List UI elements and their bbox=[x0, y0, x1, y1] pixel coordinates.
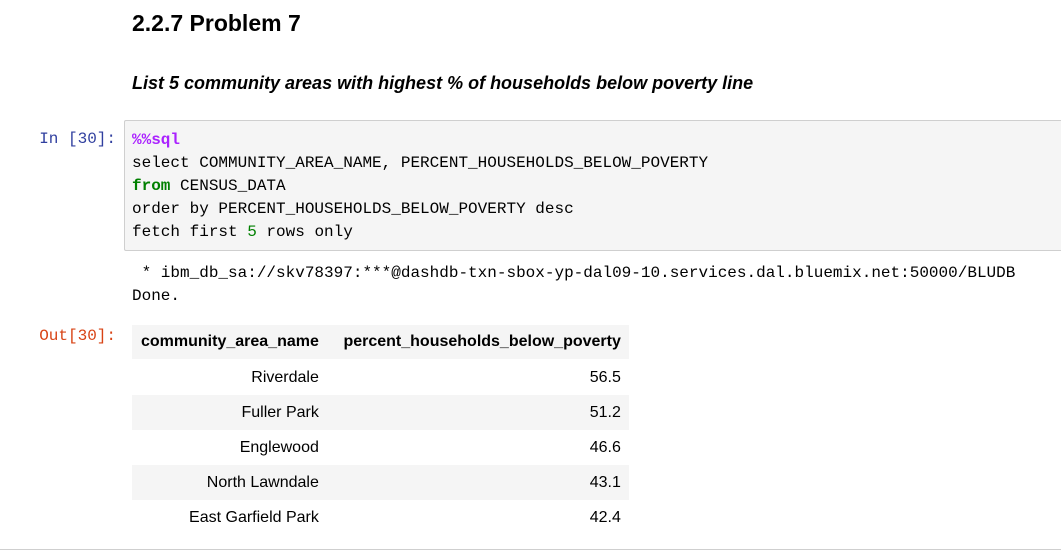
done-message: Done. bbox=[132, 287, 181, 305]
code-line-select: select COMMUNITY_AREA_NAME, PERCENT_HOUS… bbox=[132, 154, 709, 172]
result-table: community_area_name percent_households_b… bbox=[132, 325, 629, 535]
poverty-percent-cell: 46.6 bbox=[326, 430, 629, 465]
poverty-percent-cell: 42.4 bbox=[326, 500, 629, 535]
code-number-limit: 5 bbox=[247, 223, 257, 241]
output-prompt: Out[30]: bbox=[39, 327, 116, 345]
community-area-cell: Riverdale bbox=[132, 359, 327, 395]
community-area-cell: Englewood bbox=[132, 430, 327, 465]
poverty-percent-cell: 56.5 bbox=[326, 359, 629, 395]
code-line-fetch-b: rows only bbox=[256, 223, 353, 241]
code-line-order: order by PERCENT_HOUSEHOLDS_BELOW_POVERT… bbox=[132, 200, 574, 218]
table-row: Fuller Park 51.2 bbox=[132, 395, 629, 430]
poverty-percent-cell: 51.2 bbox=[326, 395, 629, 430]
code-cell-editor[interactable]: %%sql select COMMUNITY_AREA_NAME, PERCEN… bbox=[124, 120, 1061, 251]
problem-statement: List 5 community areas with highest % of… bbox=[132, 73, 754, 93]
table-header-row: community_area_name percent_households_b… bbox=[132, 325, 629, 360]
table-row: North Lawndale 43.1 bbox=[132, 465, 629, 500]
column-header: community_area_name bbox=[132, 325, 327, 360]
input-prompt: In [30]: bbox=[39, 130, 116, 148]
cell-divider bbox=[0, 549, 1061, 550]
connection-string: * ibm_db_sa://skv78397:***@dashdb-txn-sb… bbox=[132, 264, 1016, 282]
sql-magic: %%sql bbox=[132, 131, 181, 149]
section-heading: 2.2.7 Problem 7 bbox=[132, 10, 301, 36]
code-line-from-table: CENSUS_DATA bbox=[170, 177, 286, 195]
poverty-percent-cell: 43.1 bbox=[326, 465, 629, 500]
table-row: Riverdale 56.5 bbox=[132, 359, 629, 395]
community-area-cell: North Lawndale bbox=[132, 465, 327, 500]
community-area-cell: Fuller Park bbox=[132, 395, 327, 430]
table-row: Englewood 46.6 bbox=[132, 430, 629, 465]
code-keyword-from: from bbox=[132, 177, 171, 195]
cell-stdout: * ibm_db_sa://skv78397:***@dashdb-txn-sb… bbox=[132, 262, 1015, 308]
code-line-fetch-a: fetch first bbox=[132, 223, 248, 241]
community-area-cell: East Garfield Park bbox=[132, 500, 327, 535]
sql-code[interactable]: %%sql select COMMUNITY_AREA_NAME, PERCEN… bbox=[132, 129, 708, 244]
table-row: East Garfield Park 42.4 bbox=[132, 500, 629, 535]
column-header: percent_households_below_poverty bbox=[326, 325, 629, 360]
